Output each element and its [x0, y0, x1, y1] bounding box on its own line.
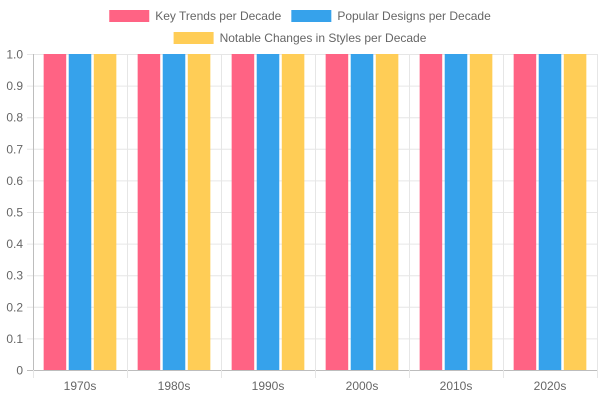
bar[interactable] — [187, 54, 211, 370]
x-tick-label: 1970s — [64, 379, 97, 393]
legend-item[interactable]: Key Trends per Decade — [109, 9, 282, 23]
axes: 0 0.1 0.2 0.3 0.4 0.5 0.6 0.7 0.8 0.9 1.0 1970s 1980… — [6, 48, 566, 394]
bars — [43, 54, 587, 370]
x-tick-label: 2020s — [534, 379, 567, 393]
bar[interactable] — [538, 54, 562, 370]
legend-label: Notable Changes in Styles per Decade — [220, 31, 427, 45]
legend-swatch — [291, 10, 332, 22]
y-tick-label: 1.0 — [6, 48, 23, 62]
y-tick-label: 0.2 — [6, 300, 23, 314]
legend-label: Key Trends per Decade — [155, 9, 281, 23]
bar[interactable] — [350, 54, 374, 370]
y-tick-label: 0.6 — [6, 174, 23, 188]
bar[interactable] — [444, 54, 468, 370]
legend-swatch — [173, 32, 214, 44]
bar[interactable] — [513, 54, 537, 370]
y-tick-label: 0.1 — [6, 332, 23, 346]
bar[interactable] — [93, 54, 117, 370]
legend-label: Popular Designs per Decade — [337, 9, 491, 23]
x-tick-label: 1990s — [252, 379, 285, 393]
x-tick-label: 2000s — [346, 379, 379, 393]
x-tick-label: 2010s — [440, 379, 473, 393]
bar[interactable] — [43, 54, 67, 370]
y-tick-label: 0.8 — [6, 111, 23, 125]
bar[interactable] — [162, 54, 186, 370]
bar[interactable] — [137, 54, 161, 370]
y-tick-label: 0.7 — [6, 142, 23, 156]
y-tick-label: 0.5 — [6, 206, 23, 220]
y-tick-label: 0.3 — [6, 269, 23, 283]
legend: Key Trends per Decade Popular Designs per… — [109, 9, 491, 45]
bar[interactable] — [563, 54, 587, 370]
bar[interactable] — [256, 54, 280, 370]
bar[interactable] — [419, 54, 443, 370]
bar[interactable] — [469, 54, 493, 370]
legend-item[interactable]: Popular Designs per Decade — [291, 9, 491, 23]
bar[interactable] — [231, 54, 255, 370]
x-tick-label: 1980s — [158, 379, 191, 393]
bar[interactable] — [68, 54, 92, 370]
y-tick-label: 0.9 — [6, 79, 23, 93]
legend-item[interactable]: Notable Changes in Styles per Decade — [173, 31, 427, 45]
y-tick-label: 0 — [16, 364, 23, 378]
bar[interactable] — [325, 54, 349, 370]
y-tick-label: 0.4 — [6, 237, 23, 251]
legend-swatch — [109, 10, 150, 22]
bar[interactable] — [281, 54, 305, 370]
bar[interactable] — [375, 54, 399, 370]
